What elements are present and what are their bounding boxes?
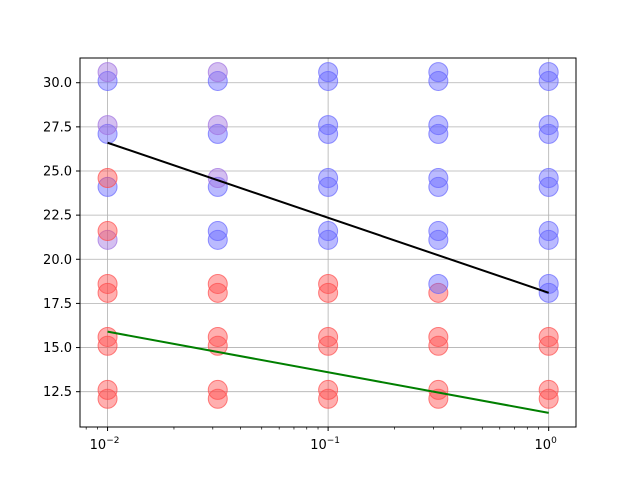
data-point (538, 115, 559, 136)
data-point (207, 282, 228, 303)
y-tick-label: 12.5 (43, 385, 72, 400)
data-point (428, 168, 449, 189)
data-point (318, 229, 339, 250)
data-point (207, 221, 228, 242)
data-point (207, 379, 228, 400)
data-point (207, 70, 228, 91)
data-point (97, 335, 118, 356)
data-point (97, 379, 118, 400)
data-point (97, 282, 118, 303)
data-point (428, 62, 449, 83)
data-point (318, 62, 339, 83)
data-point (207, 273, 228, 294)
data-point (428, 282, 449, 303)
data-point (428, 221, 449, 242)
data-point (428, 335, 449, 356)
data-point (538, 388, 559, 409)
y-tick-label: 20.0 (43, 253, 72, 268)
data-point (97, 168, 118, 189)
data-point (97, 62, 118, 83)
data-point (428, 273, 449, 294)
data-point (428, 176, 449, 197)
x-tick-label: 10−1 (310, 436, 340, 453)
data-point (97, 176, 118, 197)
data-point (428, 326, 449, 347)
data-point (97, 273, 118, 294)
data-point (538, 326, 559, 347)
data-point (428, 379, 449, 400)
series-line-green (107, 330, 549, 414)
trend-lines (107, 141, 550, 414)
data-point (318, 176, 339, 197)
data-point (318, 379, 339, 400)
axis-ticks: 10−2 10−1 100 12.5 15.0 17.5 20.0 22.5 25.0 27.5 3… (43, 76, 557, 453)
data-point (97, 388, 118, 409)
y-tick-label: 15.0 (43, 341, 72, 356)
y-tick-label: 22.5 (43, 209, 72, 224)
data-point (428, 229, 449, 250)
data-point (538, 62, 559, 83)
x-tick-label: 100 (535, 436, 558, 453)
data-point (318, 70, 339, 91)
data-point (97, 115, 118, 136)
data-point (318, 326, 339, 347)
data-point (97, 221, 118, 242)
data-point (538, 229, 559, 250)
data-point (538, 70, 559, 91)
y-tick-label: 27.5 (43, 120, 72, 135)
data-point (207, 62, 228, 83)
data-point (538, 379, 559, 400)
data-point (207, 326, 228, 347)
data-point (538, 176, 559, 197)
data-point (538, 221, 559, 242)
data-point (428, 70, 449, 91)
data-point (318, 115, 339, 136)
data-point (207, 115, 228, 136)
data-point (207, 123, 228, 144)
data-point (97, 326, 118, 347)
data-point (318, 388, 339, 409)
data-point (318, 273, 339, 294)
data-point (538, 123, 559, 144)
data-point (318, 335, 339, 356)
data-point (538, 273, 559, 294)
grid-lines (80, 58, 576, 427)
y-tick-label: 30.0 (43, 76, 72, 91)
data-point (97, 229, 118, 250)
data-point (318, 123, 339, 144)
data-point (207, 388, 228, 409)
data-point (428, 123, 449, 144)
data-point (428, 115, 449, 136)
y-tick-label: 17.5 (43, 297, 72, 312)
data-point (97, 70, 118, 91)
series-line-black (107, 141, 550, 294)
x-tick-label: 10−2 (90, 436, 120, 453)
data-point (538, 168, 559, 189)
data-point (318, 282, 339, 303)
data-point (538, 335, 559, 356)
data-point (207, 229, 228, 250)
y-tick-label: 25.0 (43, 164, 72, 179)
data-point (318, 221, 339, 242)
data-point (318, 168, 339, 189)
